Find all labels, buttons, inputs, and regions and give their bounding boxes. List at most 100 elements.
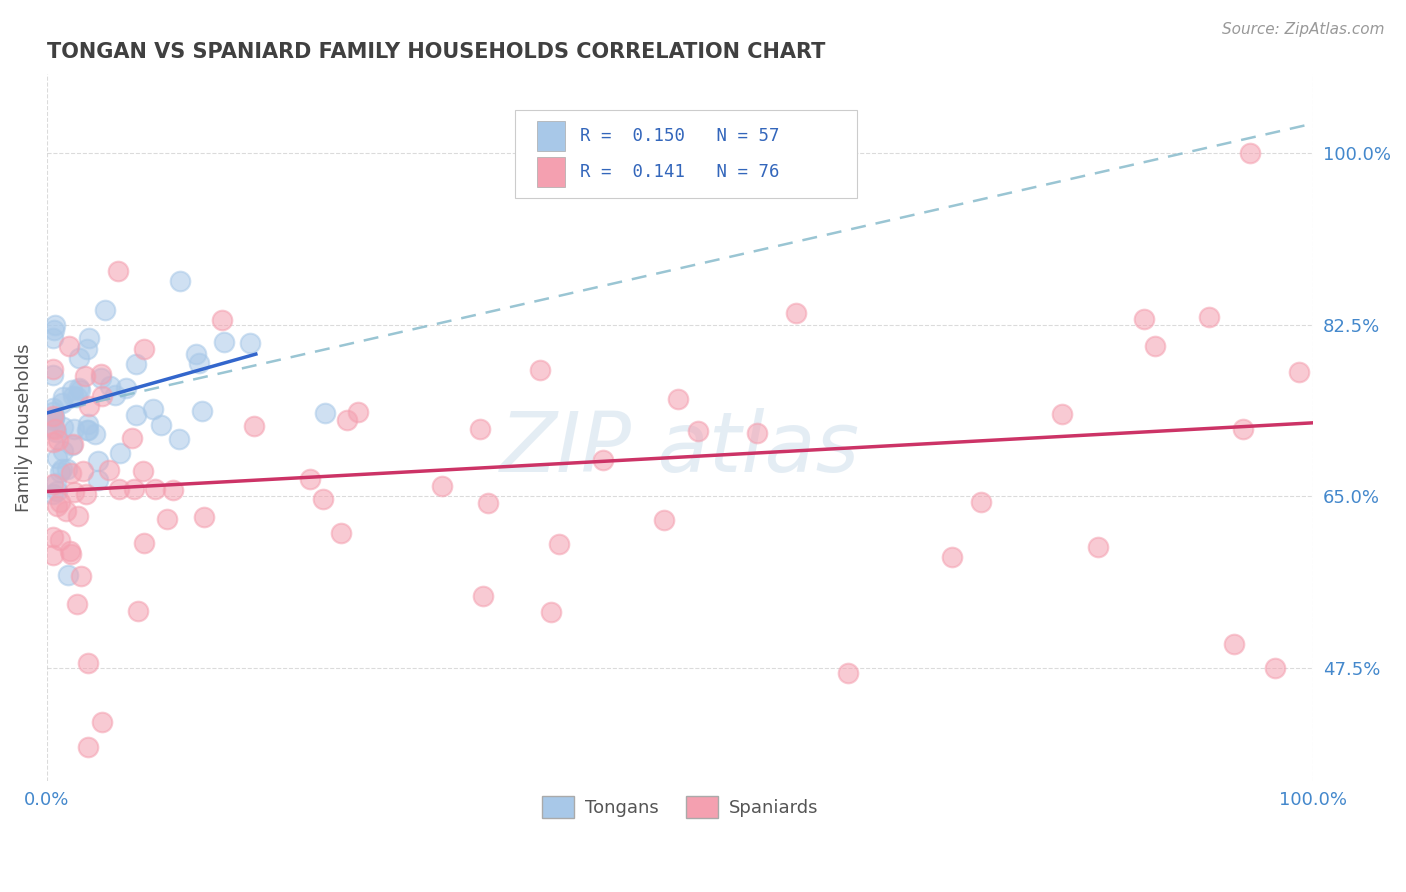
Point (1132, 312, 1154, 326)
Point (311, 491, 333, 506)
Point (107, 263, 129, 277)
Point (162, 483, 184, 498)
Point (76, 739, 98, 754)
Point (468, 422, 491, 436)
Point (652, 513, 675, 527)
Point (108, 446, 131, 460)
Point (98, 379, 121, 393)
Point (212, 334, 235, 349)
Point (60, 383, 83, 397)
Point (86, 473, 108, 487)
Point (477, 496, 499, 510)
Point (193, 510, 215, 524)
Point (90, 371, 112, 385)
Point (688, 424, 710, 438)
Point (76, 423, 98, 437)
Point (191, 403, 214, 417)
Point (49, 495, 72, 509)
Point (471, 589, 494, 603)
Point (56, 461, 79, 475)
Point (44, 322, 66, 336)
Point (167, 433, 190, 447)
Point (1239, 145, 1261, 160)
Point (330, 525, 353, 540)
Y-axis label: Family Households: Family Households (15, 343, 32, 512)
Point (58, 339, 80, 353)
Point (124, 408, 146, 422)
Point (84, 427, 107, 442)
Point (347, 405, 370, 419)
Point (127, 604, 149, 618)
Point (67, 508, 90, 523)
Point (52, 444, 75, 458)
FancyBboxPatch shape (516, 110, 858, 198)
Point (59, 547, 82, 561)
Point (42, 368, 65, 382)
Point (42, 330, 65, 344)
Point (45, 476, 67, 491)
Point (66, 597, 89, 611)
Point (76, 342, 98, 356)
Point (52, 419, 75, 434)
Point (121, 431, 143, 445)
Point (187, 356, 209, 370)
Point (60, 467, 83, 481)
Point (1050, 408, 1073, 422)
FancyBboxPatch shape (537, 157, 565, 186)
Point (69, 384, 91, 398)
Point (745, 425, 768, 440)
Point (115, 381, 138, 395)
Point (124, 482, 146, 496)
Point (156, 512, 179, 526)
Point (837, 666, 859, 681)
Point (76, 417, 98, 431)
Point (104, 388, 127, 402)
Point (1198, 310, 1220, 325)
Point (540, 606, 562, 620)
Point (42, 401, 65, 415)
Point (238, 336, 260, 351)
Point (45, 425, 67, 439)
Point (46, 499, 69, 513)
Point (42, 405, 65, 419)
Point (42, 421, 65, 435)
Point (44, 318, 66, 333)
Point (77, 423, 100, 437)
Point (52, 390, 75, 404)
Point (592, 452, 614, 467)
Point (87, 454, 110, 468)
Point (1143, 338, 1166, 352)
Point (55, 504, 77, 518)
Point (72, 464, 94, 478)
Legend: Tongans, Spaniards: Tongans, Spaniards (534, 789, 825, 825)
Point (51, 461, 73, 475)
Point (132, 536, 155, 550)
Point (1232, 421, 1254, 435)
Point (42, 530, 65, 544)
Point (666, 392, 689, 406)
Point (143, 482, 166, 496)
Point (91, 715, 114, 730)
Point (315, 406, 337, 420)
Point (51, 396, 73, 410)
Point (42, 413, 65, 427)
Point (49, 533, 72, 547)
Point (62, 389, 84, 403)
Point (131, 464, 153, 478)
Point (125, 357, 148, 371)
Point (44, 422, 66, 436)
Point (142, 402, 165, 417)
FancyBboxPatch shape (537, 121, 565, 151)
Point (548, 537, 571, 551)
Point (432, 479, 454, 493)
Point (77, 657, 100, 671)
Point (42, 435, 65, 450)
Point (63, 422, 86, 436)
Point (42, 477, 65, 491)
Point (60, 438, 83, 452)
Point (66, 390, 89, 404)
Point (46, 484, 69, 499)
Point (42, 487, 65, 501)
Text: R =  0.141   N = 76: R = 0.141 N = 76 (581, 163, 779, 181)
Point (90, 368, 112, 382)
